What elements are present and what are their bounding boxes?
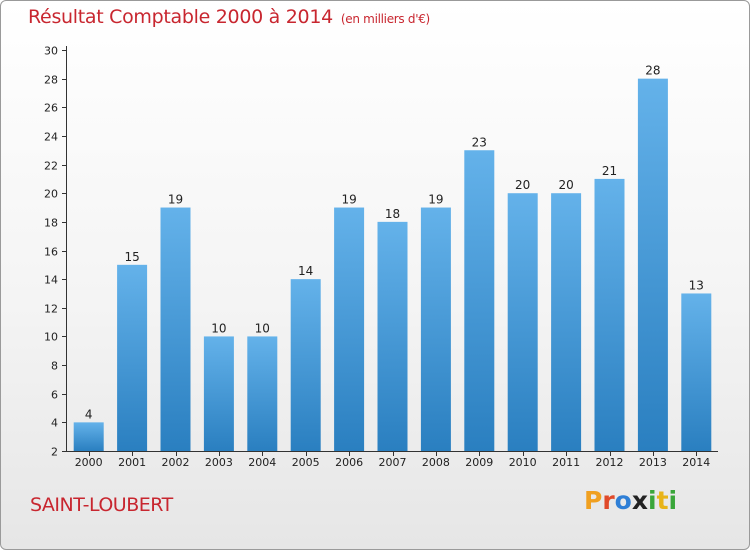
bar-2007 bbox=[377, 221, 408, 451]
y-tick-label: 4 bbox=[51, 417, 58, 430]
bar-2006 bbox=[334, 207, 365, 451]
x-tick-label: 2001 bbox=[118, 456, 146, 469]
bar-2012 bbox=[594, 178, 625, 451]
bar-value-label: 19 bbox=[168, 193, 183, 207]
bar-2014 bbox=[681, 293, 712, 451]
logo-letter: x bbox=[631, 486, 648, 515]
bar-value-label: 28 bbox=[645, 64, 660, 78]
bar-2013 bbox=[637, 78, 668, 452]
x-tick-label: 2007 bbox=[379, 456, 407, 469]
logo-letter: o bbox=[614, 486, 632, 515]
bar-value-label: 4 bbox=[85, 407, 93, 421]
logo-letter: r bbox=[602, 486, 615, 515]
x-tick-label: 2011 bbox=[552, 456, 580, 469]
bar-value-label: 19 bbox=[428, 193, 443, 207]
location-label: SAINT-LOUBERT bbox=[30, 494, 173, 516]
bar-2003 bbox=[203, 336, 234, 451]
bar-value-label: 19 bbox=[341, 193, 356, 207]
y-tick-label: 10 bbox=[44, 331, 58, 344]
x-tick-label: 2009 bbox=[465, 456, 493, 469]
bar-2001 bbox=[117, 264, 148, 451]
bar-value-label: 18 bbox=[385, 207, 400, 221]
x-tick-label: 2000 bbox=[75, 456, 103, 469]
bar-2011 bbox=[551, 193, 582, 451]
y-tick-label: 24 bbox=[44, 131, 58, 144]
bar-value-label: 20 bbox=[558, 178, 573, 192]
bar-2009 bbox=[464, 150, 495, 451]
bar-value-label: 23 bbox=[472, 135, 487, 149]
proxiti-logo: Proxiti bbox=[584, 486, 677, 515]
y-tick-label: 28 bbox=[44, 74, 58, 87]
bar-value-label: 10 bbox=[255, 321, 270, 335]
bar-value-label: 14 bbox=[298, 264, 313, 278]
y-tick-label: 26 bbox=[44, 102, 58, 115]
bar-2000 bbox=[73, 422, 104, 451]
x-tick-label: 2014 bbox=[682, 456, 710, 469]
y-tick-label: 12 bbox=[44, 303, 58, 316]
x-tick-label: 2006 bbox=[335, 456, 363, 469]
bar-value-label: 15 bbox=[124, 250, 139, 264]
chart-subtitle: (en milliers d'€) bbox=[340, 12, 430, 26]
bar-value-label: 10 bbox=[211, 321, 226, 335]
bar-2004 bbox=[247, 336, 278, 451]
bar-2002 bbox=[160, 207, 191, 451]
bar-value-label: 13 bbox=[689, 278, 704, 292]
y-tick-label: 6 bbox=[51, 389, 58, 402]
bars: 4 15 19 10 10 14 19 18 19 23 20 20 21 28 13 bbox=[73, 64, 712, 452]
x-tick-label: 2002 bbox=[162, 456, 190, 469]
y-tick-label: 20 bbox=[44, 188, 58, 201]
x-tick-label: 2005 bbox=[292, 456, 320, 469]
x-tick-label: 2013 bbox=[639, 456, 667, 469]
logo-letter: t bbox=[656, 486, 669, 515]
chart-title-text: Résultat Comptable 2000 à 2014 bbox=[28, 6, 333, 28]
y-tick-label: 8 bbox=[51, 360, 58, 373]
y-tick-label: 18 bbox=[44, 217, 58, 230]
x-tick-label: 2003 bbox=[205, 456, 233, 469]
y-tick-label: 16 bbox=[44, 246, 58, 259]
y-tick-label: 14 bbox=[44, 274, 58, 287]
y-tick-label: 2 bbox=[51, 446, 58, 459]
bar-2010 bbox=[507, 193, 538, 451]
x-tick-label: 2012 bbox=[596, 456, 624, 469]
bar-value-label: 21 bbox=[602, 164, 617, 178]
bar-2008 bbox=[420, 207, 451, 451]
x-tick-label: 2010 bbox=[509, 456, 537, 469]
x-tick-label: 2004 bbox=[248, 456, 276, 469]
logo-letter: i bbox=[648, 486, 657, 515]
y-tick-label: 22 bbox=[44, 160, 58, 173]
logo-letter: P bbox=[584, 486, 603, 515]
y-tick-label: 30 bbox=[44, 45, 58, 58]
x-tick-label: 2008 bbox=[422, 456, 450, 469]
bar-value-label: 20 bbox=[515, 178, 530, 192]
x-axis: 2000 2001 2002 2003 2004 2005 2006 2007 2008 2009… bbox=[66, 451, 718, 469]
chart-title: Résultat Comptable 2000 à 2014 (en millie… bbox=[28, 6, 430, 28]
bar-2005 bbox=[290, 279, 321, 451]
logo-letter: i bbox=[668, 486, 678, 515]
